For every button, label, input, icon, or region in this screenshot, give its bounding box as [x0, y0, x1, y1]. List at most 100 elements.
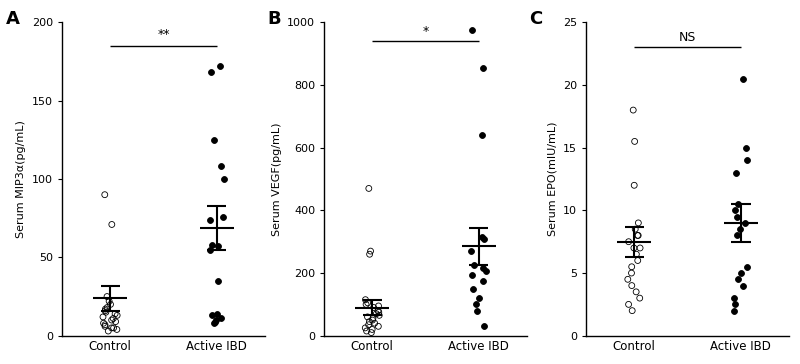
Point	[465, 248, 478, 254]
Point	[372, 303, 385, 309]
Y-axis label: Serum EPO(mIU/mL): Serum EPO(mIU/mL)	[548, 122, 558, 236]
Point	[634, 295, 646, 301]
Point	[737, 76, 750, 82]
Point	[631, 258, 644, 264]
Point	[98, 323, 111, 329]
Point	[734, 270, 747, 276]
Point	[206, 312, 218, 318]
Text: A: A	[6, 10, 19, 28]
Point	[373, 312, 386, 318]
Point	[730, 214, 743, 219]
Point	[360, 328, 373, 334]
Point	[99, 309, 112, 315]
Point	[212, 244, 225, 249]
Point	[741, 157, 754, 163]
Point	[476, 132, 489, 138]
Point	[203, 247, 216, 253]
Point	[359, 297, 372, 302]
Point	[207, 320, 220, 326]
Point	[741, 264, 754, 270]
Point	[362, 322, 375, 328]
Point	[622, 301, 635, 307]
Point	[204, 217, 217, 223]
Point	[363, 319, 376, 325]
Point	[627, 107, 640, 113]
Point	[731, 201, 744, 207]
Point	[728, 207, 741, 213]
Point	[208, 319, 221, 325]
Point	[738, 220, 751, 226]
Point	[361, 314, 374, 320]
Point	[480, 269, 493, 274]
Text: *: *	[422, 25, 429, 38]
Point	[466, 27, 479, 33]
Y-axis label: Serum VEGF(pg/mL): Serum VEGF(pg/mL)	[272, 122, 282, 236]
Point	[632, 220, 645, 226]
Point	[477, 278, 490, 284]
Point	[362, 186, 375, 191]
Point	[364, 248, 377, 254]
Point	[218, 176, 230, 182]
Point	[362, 300, 374, 306]
Point	[214, 316, 227, 321]
Point	[106, 325, 118, 331]
Point	[99, 306, 112, 312]
Point	[730, 170, 742, 176]
Point	[727, 295, 740, 301]
Point	[372, 308, 385, 313]
Point	[470, 308, 483, 313]
Point	[206, 242, 218, 248]
Point	[733, 226, 746, 232]
Text: NS: NS	[679, 31, 696, 44]
Point	[630, 289, 642, 295]
Point	[631, 233, 644, 238]
Point	[478, 323, 490, 329]
Point	[98, 192, 111, 198]
Point	[106, 317, 118, 323]
Point	[739, 145, 752, 151]
Point	[477, 65, 490, 71]
Text: C: C	[530, 10, 543, 28]
Point	[372, 323, 385, 329]
Point	[622, 276, 634, 282]
Point	[367, 305, 380, 310]
Point	[629, 226, 642, 232]
Point	[466, 272, 479, 277]
Point	[366, 317, 379, 323]
Point	[630, 251, 642, 257]
Point	[473, 295, 486, 301]
Point	[365, 330, 378, 336]
Point	[622, 239, 635, 245]
Y-axis label: Serum MIP3α(pg/mL): Serum MIP3α(pg/mL)	[17, 120, 26, 238]
Point	[467, 286, 480, 292]
Point	[210, 311, 223, 317]
Point	[213, 63, 226, 69]
Point	[468, 262, 481, 268]
Point	[110, 319, 122, 325]
Point	[217, 214, 230, 219]
Point	[102, 298, 115, 304]
Point	[625, 270, 638, 276]
Point	[97, 320, 110, 326]
Point	[207, 137, 220, 143]
Point	[204, 70, 217, 75]
Point	[626, 308, 638, 313]
Point	[212, 278, 225, 284]
Point	[366, 327, 378, 332]
Point	[101, 294, 114, 300]
Text: **: **	[157, 28, 170, 41]
Point	[101, 305, 114, 310]
Point	[370, 311, 382, 317]
Point	[372, 309, 385, 315]
Point	[729, 301, 742, 307]
Point	[628, 182, 641, 188]
Point	[102, 328, 114, 334]
Point	[732, 276, 745, 282]
Point	[737, 283, 750, 289]
Point	[360, 301, 373, 307]
Point	[110, 312, 123, 318]
Point	[99, 308, 112, 313]
Point	[477, 265, 490, 271]
Point	[210, 317, 222, 323]
Point	[359, 325, 372, 331]
